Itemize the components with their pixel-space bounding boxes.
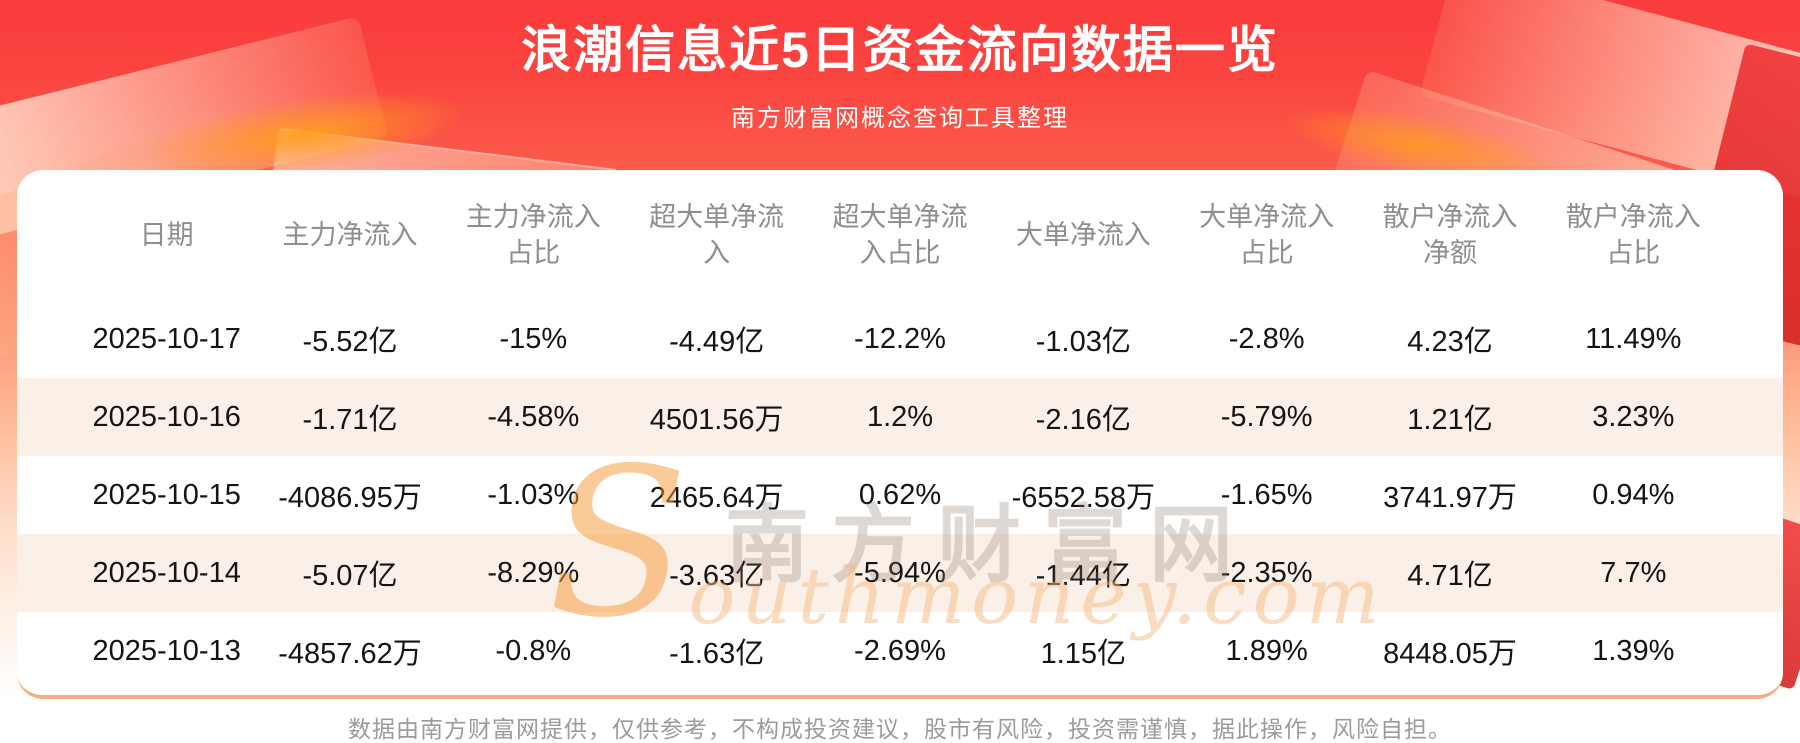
table-row: 2025-10-16 -1.71亿 -4.58% 4501.56万 1.2% -… <box>17 378 1783 456</box>
cell-retail-net-inflow: 4.71亿 <box>1407 560 1493 592</box>
data-table-card: 日期 主力净流入 主力净流入占比 超大单净流入 超大单净流入占比 大单净流入 大… <box>17 170 1783 699</box>
cell-xl-order-net-inflow: -1.63亿 <box>669 638 765 670</box>
cell-xl-order-net-inflow: -3.63亿 <box>669 560 765 592</box>
cell-xl-order-net-inflow-ratio: 0.62% <box>858 478 942 511</box>
cell-main-net-inflow-ratio: -8.29% <box>487 556 580 589</box>
column-header-large-order-net-inflow: 大单净流入 <box>1015 219 1151 250</box>
column-header-retail-net-inflow-ratio: 散户净流入占比 <box>1565 201 1701 268</box>
cell-xl-order-net-inflow: 4501.56万 <box>649 404 784 436</box>
cell-date: 2025-10-13 <box>92 634 241 667</box>
cell-large-order-net-inflow-ratio: -5.79% <box>1220 400 1313 433</box>
cell-xl-order-net-inflow-ratio: 1.2% <box>866 400 934 433</box>
cell-main-net-inflow-ratio: -0.8% <box>495 634 572 667</box>
cell-retail-net-inflow-ratio: 7.7% <box>1600 556 1667 589</box>
table-header-row: 日期 主力净流入 主力净流入占比 超大单净流入 超大单净流入占比 大单净流入 大… <box>17 170 1783 300</box>
cell-retail-net-inflow-ratio: 11.49% <box>1585 322 1682 355</box>
cell-retail-net-inflow-ratio: 0.94% <box>1592 478 1675 511</box>
cell-retail-net-inflow: 1.21亿 <box>1407 404 1493 436</box>
cell-retail-net-inflow: 4.23亿 <box>1407 326 1493 358</box>
cell-large-order-net-inflow-ratio: -2.35% <box>1220 556 1313 589</box>
table-row: 2025-10-14 -5.07亿 -8.29% -3.63亿 -5.94% -… <box>17 534 1783 612</box>
column-header-date: 日期 <box>139 219 194 250</box>
cell-retail-net-inflow-ratio: 3.23% <box>1592 400 1675 433</box>
cell-xl-order-net-inflow-ratio: -12.2% <box>854 322 946 355</box>
banner: 浪潮信息近5日资金流向数据一览 南方财富网概念查询工具整理 <box>0 0 1800 133</box>
cell-retail-net-inflow-ratio: 1.39% <box>1592 634 1675 667</box>
column-header-large-order-net-inflow-ratio: 大单净流入占比 <box>1199 201 1335 268</box>
column-header-xl-order-net-inflow-ratio: 超大单净流入占比 <box>832 201 968 268</box>
cell-large-order-net-inflow-ratio: -1.65% <box>1220 478 1313 511</box>
cell-large-order-net-inflow: -6552.58万 <box>1011 482 1156 514</box>
page-subtitle: 南方财富网概念查询工具整理 <box>731 105 1069 132</box>
cell-xl-order-net-inflow: -4.49亿 <box>669 326 765 358</box>
cell-large-order-net-inflow: -1.03亿 <box>1035 326 1131 358</box>
column-header-retail-net-inflow: 散户净流入净额 <box>1382 201 1518 268</box>
cell-xl-order-net-inflow: 2465.64万 <box>649 482 784 514</box>
disclaimer-text: 数据由南方财富网提供，仅供参考，不构成投资建议，股市有风险，投资需谨慎，据此操作… <box>348 716 1452 742</box>
cell-date: 2025-10-15 <box>92 478 241 511</box>
cell-main-net-inflow: -4086.95万 <box>278 482 422 514</box>
cell-date: 2025-10-16 <box>92 400 241 433</box>
table-row: 2025-10-13 -4857.62万 -0.8% -1.63亿 -2.69%… <box>17 612 1783 690</box>
cell-main-net-inflow: -5.07亿 <box>302 560 398 592</box>
cell-large-order-net-inflow-ratio: -2.8% <box>1228 322 1305 355</box>
column-header-xl-order-net-inflow: 超大单净流入 <box>649 201 785 268</box>
cell-large-order-net-inflow: 1.15亿 <box>1040 638 1127 670</box>
cell-main-net-inflow: -4857.62万 <box>278 638 422 670</box>
cell-large-order-net-inflow-ratio: 1.89% <box>1225 634 1308 667</box>
page-title: 浪潮信息近5日资金流向数据一览 <box>521 22 1279 78</box>
cell-large-order-net-inflow: -2.16亿 <box>1035 404 1131 436</box>
cell-date: 2025-10-14 <box>92 556 241 589</box>
cell-main-net-inflow-ratio: -1.03% <box>487 478 580 511</box>
cell-main-net-inflow-ratio: -15% <box>499 322 568 355</box>
cell-retail-net-inflow: 3741.97万 <box>1383 482 1517 514</box>
cell-large-order-net-inflow: -1.44亿 <box>1035 560 1131 592</box>
column-header-main-net-inflow-ratio: 主力净流入占比 <box>465 201 601 268</box>
cell-xl-order-net-inflow-ratio: -5.94% <box>854 556 946 589</box>
cell-xl-order-net-inflow-ratio: -2.69% <box>854 634 946 667</box>
cell-main-net-inflow: -5.52亿 <box>302 326 398 358</box>
cell-retail-net-inflow: 8448.05万 <box>1383 638 1517 670</box>
table-row: 2025-10-15 -4086.95万 -1.03% 2465.64万 0.6… <box>17 456 1783 534</box>
cell-main-net-inflow: -1.71亿 <box>302 404 398 436</box>
cell-main-net-inflow-ratio: -4.58% <box>487 400 580 433</box>
cell-date: 2025-10-17 <box>92 322 241 355</box>
column-header-main-net-inflow: 主力净流入 <box>282 219 418 250</box>
table-row: 2025-10-17 -5.52亿 -15% -4.49亿 -12.2% -1.… <box>17 300 1783 378</box>
